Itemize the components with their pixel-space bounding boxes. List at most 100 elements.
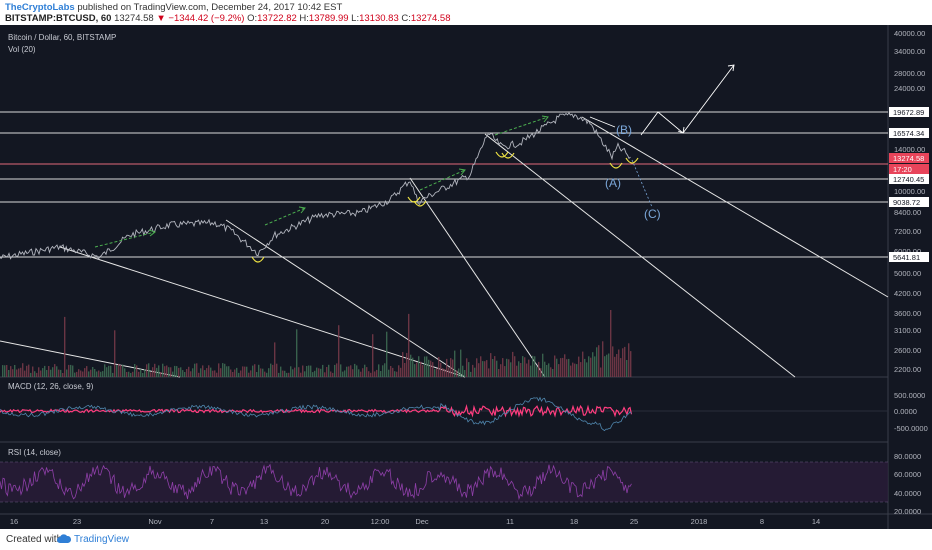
volume-bar [556,358,558,377]
projection-to-c[interactable] [631,159,653,208]
time-axis-label: 11 [506,517,514,526]
volume-bar [172,371,174,377]
volume-bar [174,365,176,377]
volume-bar [24,370,26,377]
volume-bar [202,365,204,377]
volume-bar [426,356,428,377]
volume-bar [224,363,226,377]
macd-axis-label: -500.0000 [894,424,928,433]
volume-bar [44,365,46,377]
volume-bar [498,369,500,377]
volume-bar [128,371,130,377]
volume-bar [76,371,78,377]
volume-bar [516,365,518,377]
volume-bar [562,357,564,377]
volume-bar [420,361,422,377]
volume-bar [180,367,182,377]
volume-bar [302,365,304,377]
rsi-axis: 80.0000 60.0000 40.0000 20.0000 [894,452,921,516]
time-axis-label: Dec [415,517,429,526]
volume-bar [246,366,248,377]
volume-bar [500,364,502,377]
volume-bar [168,367,170,377]
volume-bar [550,367,552,377]
volume-bar [276,363,278,377]
volume-bar [8,370,10,377]
volume-bar [26,365,28,377]
price-axis-label: 3100.00 [894,326,921,335]
volume-bar [56,366,58,377]
volume-bar [360,371,362,377]
volume-bar [622,348,624,377]
volume-bar [456,370,458,377]
volume-bar [404,363,406,377]
volume-bars [2,310,632,377]
volume-bar [28,364,30,377]
volume-bar [486,360,488,377]
volume-bar [596,347,598,377]
volume-bar [364,364,366,377]
volume-bar [628,343,630,377]
author-link[interactable]: TheCryptoLabs [5,2,75,13]
price-tag-box [889,252,929,262]
volume-bar [468,362,470,377]
volume-bar [530,365,532,377]
volume-bar [216,372,218,377]
projection-arrows[interactable] [589,64,735,136]
volume-bar [260,368,262,377]
volume-bar [64,316,66,377]
volume-bar [588,356,590,377]
volume-bar [60,369,62,377]
macd-axis: 500.0000 0.0000 -500.0000 [894,391,928,433]
volume-bar [70,364,72,377]
price-axis-label: 2200.00 [894,365,921,374]
volume-bar [608,353,610,377]
volume-bar [400,367,402,377]
volume-bar [496,360,498,377]
volume-bar [464,370,466,377]
price-axis[interactable]: 40000.0034000.0028000.0024000.0016000.00… [894,29,925,374]
price-change: −1344.42 (−9.2%) [168,13,245,24]
time-axis-label: 13 [260,517,268,526]
volume-bar [334,364,336,377]
volume-bar [610,310,612,377]
volume-bar [492,359,494,377]
volume-bar [570,365,572,377]
volume-bar [280,366,282,377]
trend-lines[interactable] [0,116,889,378]
volume-bar [580,362,582,377]
volume-bar [50,369,52,377]
volume-bar [226,366,228,377]
trend-arrows [94,115,549,248]
open-value: 13722.82 [257,13,297,24]
time-axis-label: 12:00 [371,517,390,526]
macd-axis-label: 500.0000 [894,391,925,400]
volume-bar [520,363,522,377]
volume-bar [546,365,548,377]
volume-bar [462,365,464,377]
price-chart[interactable]: Bitcoin / Dollar, 60, BITSTAMP Vol (20) … [0,25,932,529]
tradingview-brand[interactable]: TradingView [74,534,130,545]
volume-bar [482,361,484,377]
close-value: 13274.58 [410,13,451,24]
volume-bar [518,361,520,377]
volume-bar [450,358,452,377]
volume-bar [544,361,546,377]
volume-bar [332,372,334,377]
volume-bar [264,371,266,377]
volume-bar [460,349,462,377]
wave-label-c: (C) [644,207,661,221]
rsi-legend: RSI (14, close) [8,448,61,457]
volume-bar [314,370,316,377]
publication-header: TheCryptoLabs published on TradingView.c… [0,0,932,25]
volume-bar [36,372,38,377]
price-axis-label: 6000.00 [894,247,921,256]
volume-bar [620,358,622,377]
volume-bar [80,370,82,377]
volume-bar [214,370,216,377]
volume-bar [408,313,410,377]
volume-bar [512,351,514,377]
horizontal-levels[interactable] [0,111,888,258]
time-axis[interactable]: 16 23 Nov 7 13 20 12:00 Dec 11 18 25 2018 8 14 [10,517,820,526]
volume-bar [432,362,434,377]
